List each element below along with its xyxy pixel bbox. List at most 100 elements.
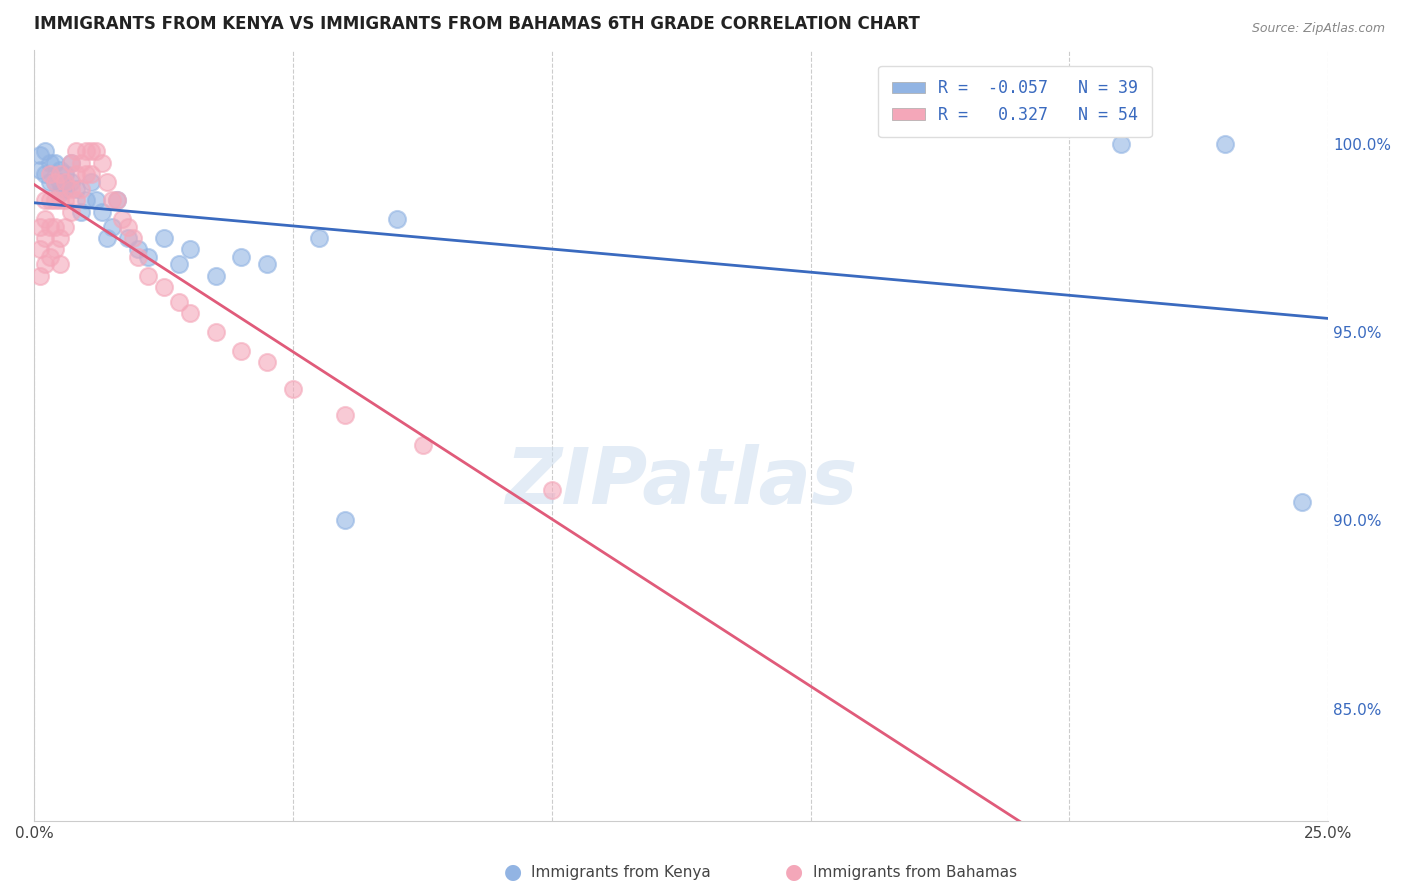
Point	[70, 204, 93, 219]
Point	[38, 194, 60, 208]
Text: ●: ●	[505, 863, 522, 882]
Point	[80, 167, 103, 181]
Text: Immigrants from Bahamas: Immigrants from Bahamas	[813, 865, 1017, 880]
Point	[49, 257, 72, 271]
Point	[55, 219, 77, 234]
Point	[49, 163, 72, 178]
Point	[96, 231, 118, 245]
Point	[256, 257, 278, 271]
Legend: R =  -0.057   N = 39, R =   0.327   N = 54: R = -0.057 N = 39, R = 0.327 N = 54	[879, 66, 1152, 136]
Point	[75, 194, 97, 208]
Point	[65, 167, 87, 181]
Point	[59, 155, 82, 169]
Point	[44, 219, 66, 234]
Point	[34, 231, 56, 245]
Point	[80, 145, 103, 159]
Point	[44, 194, 66, 208]
Point	[49, 167, 72, 181]
Point	[385, 212, 408, 227]
Point	[333, 408, 356, 422]
Point	[152, 231, 174, 245]
Point	[59, 175, 82, 189]
Point	[281, 382, 304, 396]
Point	[28, 243, 51, 257]
Point	[34, 167, 56, 181]
Point	[28, 219, 51, 234]
Text: ●: ●	[786, 863, 803, 882]
Point	[179, 243, 201, 257]
Point	[111, 212, 134, 227]
Point	[541, 483, 564, 498]
Point	[179, 306, 201, 320]
Point	[101, 194, 124, 208]
Point	[80, 175, 103, 189]
Point	[256, 355, 278, 369]
Point	[70, 182, 93, 196]
Point	[117, 219, 139, 234]
Point	[38, 250, 60, 264]
Point	[86, 194, 108, 208]
Point	[38, 155, 60, 169]
Point	[59, 204, 82, 219]
Point	[105, 194, 128, 208]
Point	[121, 231, 143, 245]
Text: ZIPatlas: ZIPatlas	[505, 444, 858, 520]
Point	[105, 194, 128, 208]
Point	[117, 231, 139, 245]
Point	[169, 257, 191, 271]
Point	[49, 194, 72, 208]
Point	[231, 250, 253, 264]
Point	[1291, 494, 1313, 508]
Point	[44, 243, 66, 257]
Point	[75, 167, 97, 181]
Point	[44, 155, 66, 169]
Point	[65, 145, 87, 159]
Point	[34, 145, 56, 159]
Point	[34, 194, 56, 208]
Point	[127, 250, 149, 264]
Point	[65, 182, 87, 196]
Point	[55, 175, 77, 189]
Point	[55, 167, 77, 181]
Point	[75, 145, 97, 159]
Point	[59, 155, 82, 169]
Point	[1213, 136, 1236, 151]
Point	[136, 250, 159, 264]
Point	[308, 231, 330, 245]
Point	[136, 268, 159, 283]
Point	[204, 325, 226, 339]
Text: Source: ZipAtlas.com: Source: ZipAtlas.com	[1251, 22, 1385, 36]
Point	[38, 167, 60, 181]
Point	[28, 148, 51, 162]
Point	[28, 268, 51, 283]
Point	[38, 219, 60, 234]
Point	[65, 194, 87, 208]
Point	[333, 513, 356, 527]
Point	[412, 438, 434, 452]
Point	[1109, 136, 1132, 151]
Point	[28, 163, 51, 178]
Point	[34, 257, 56, 271]
Point	[59, 182, 82, 196]
Point	[90, 155, 112, 169]
Point	[38, 175, 60, 189]
Point	[34, 212, 56, 227]
Point	[127, 243, 149, 257]
Point	[55, 182, 77, 196]
Point	[49, 231, 72, 245]
Point	[231, 343, 253, 358]
Point	[86, 145, 108, 159]
Text: IMMIGRANTS FROM KENYA VS IMMIGRANTS FROM BAHAMAS 6TH GRADE CORRELATION CHART: IMMIGRANTS FROM KENYA VS IMMIGRANTS FROM…	[34, 15, 921, 33]
Point	[152, 280, 174, 294]
Point	[204, 268, 226, 283]
Point	[101, 219, 124, 234]
Point	[44, 175, 66, 189]
Point	[96, 175, 118, 189]
Point	[44, 175, 66, 189]
Point	[169, 295, 191, 310]
Point	[55, 194, 77, 208]
Point	[90, 204, 112, 219]
Point	[70, 155, 93, 169]
Text: Immigrants from Kenya: Immigrants from Kenya	[531, 865, 711, 880]
Point	[49, 186, 72, 200]
